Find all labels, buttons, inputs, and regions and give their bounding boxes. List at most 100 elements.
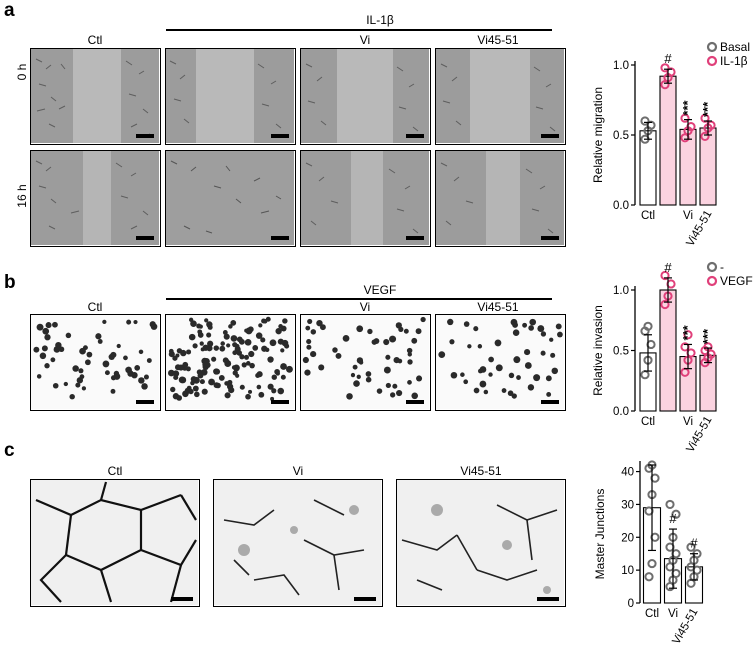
cell-dot [116, 343, 121, 349]
cell-dot [78, 368, 84, 374]
cell-dot [213, 382, 220, 389]
scale-bar [541, 400, 559, 404]
cell-dot [271, 374, 277, 380]
scale-bar [537, 597, 559, 601]
scale-bar [406, 236, 424, 240]
cell-dot [39, 352, 47, 360]
cell-dot [258, 391, 265, 398]
cell-dot [149, 321, 156, 328]
cell-dot [512, 329, 520, 336]
cell-dot [239, 354, 245, 360]
cell-dot [204, 318, 209, 323]
cell-dot [488, 356, 494, 363]
cell-dot [244, 339, 251, 346]
y-tick-label: 20 [621, 532, 634, 544]
cell-dot [236, 350, 243, 356]
x-tick-label: Vi [683, 416, 693, 428]
cell-dot [50, 357, 56, 363]
cell-dot [365, 376, 372, 383]
group-label-vegf: VEGF [363, 283, 397, 297]
cell-dot [190, 320, 197, 328]
legend-marker [706, 55, 718, 67]
cell-dot [524, 349, 531, 356]
cell-dot [206, 332, 212, 338]
cell-dot [110, 388, 116, 394]
cell-dot [213, 345, 220, 351]
scale-bar [406, 134, 424, 138]
cell-dot [546, 392, 552, 397]
cell-dot [52, 321, 58, 328]
significance-mark: # [664, 51, 672, 66]
cell-dot [346, 393, 353, 400]
data-point [647, 558, 657, 569]
micrograph-b-vi4551 [435, 314, 566, 411]
col-label-a-ctl: Ctl [87, 33, 103, 47]
data-point [700, 113, 710, 123]
data-point [671, 509, 681, 519]
scale-bar [271, 134, 289, 138]
cell-dot [533, 374, 541, 382]
cell-dot [473, 326, 479, 332]
y-tick-label: 0 [628, 598, 634, 610]
cell-dot [415, 328, 422, 335]
cell-dot [44, 363, 50, 369]
cell-dot [235, 373, 240, 378]
cell-dot [75, 382, 81, 388]
data-point [643, 321, 653, 331]
cell-dot [95, 333, 102, 340]
x-tick-label: Ctl [641, 210, 655, 222]
cell-dot [197, 332, 204, 338]
col-label-c-vi: Vi [292, 464, 304, 478]
legend-label: VEGF [720, 274, 753, 288]
cell-dot [438, 351, 446, 359]
y-tick-label: 0.5 [613, 130, 629, 142]
scale-bar [354, 597, 376, 601]
cell-dot [411, 392, 419, 400]
cell-dot [197, 372, 204, 379]
cell-dot [79, 374, 85, 380]
cell-dot [141, 383, 148, 390]
col-label-c-vi4551: Vi45-51 [460, 464, 502, 478]
cell-dot [194, 391, 200, 398]
cell-dot [231, 365, 237, 370]
cell-dot [269, 339, 277, 347]
significance-mark: *** [700, 101, 715, 117]
cell-dot [52, 382, 59, 389]
col-label-a-vi4551: Vi45-51 [477, 33, 519, 47]
cell-dot [192, 385, 199, 392]
cell-dot [267, 383, 274, 390]
cell-dot [316, 319, 323, 327]
cell-dot [208, 378, 215, 386]
cell-dot [477, 368, 483, 374]
cell-dot [102, 360, 110, 368]
micrograph-a-vi4551-16h [435, 150, 566, 247]
cell-dot [45, 322, 52, 329]
cell-dot [138, 377, 145, 384]
cell-dot [407, 359, 413, 365]
cell-dot [545, 375, 552, 382]
cell-dot [549, 337, 554, 342]
cell-dot [63, 381, 69, 387]
scale-bar [171, 597, 193, 601]
significance-mark: *** [680, 324, 695, 340]
micrograph-b-ctl [30, 314, 161, 411]
cell-dot [220, 341, 225, 346]
legend-label: IL-1β [720, 54, 748, 68]
cell-dot [97, 339, 103, 344]
cell-dot [356, 325, 364, 333]
cell-dot [310, 350, 317, 358]
bar [659, 75, 677, 206]
cell-dot [367, 328, 373, 335]
cell-dot [310, 329, 317, 335]
data-point [644, 506, 654, 516]
cell-dot [102, 319, 107, 325]
cell-dot [113, 370, 120, 377]
cell-dot [318, 364, 325, 371]
cell-dot [356, 357, 364, 364]
col-label-b-vi4551: Vi45-51 [477, 300, 519, 314]
cell-dot [282, 318, 288, 324]
cell-dot [449, 339, 455, 345]
cell-dot [134, 365, 141, 371]
y-tick-label: 40 [621, 467, 634, 479]
